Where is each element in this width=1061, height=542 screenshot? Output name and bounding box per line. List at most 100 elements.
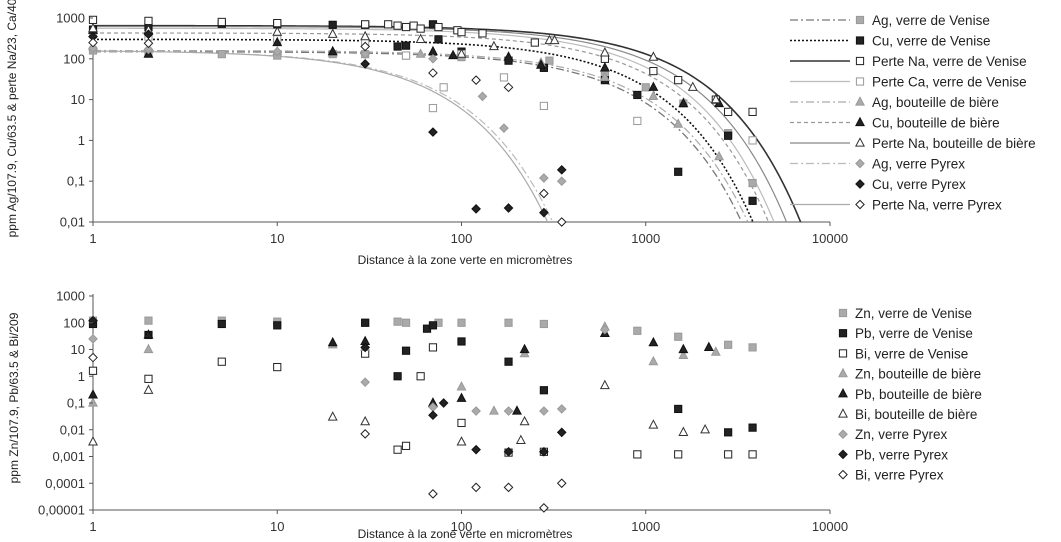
data-point	[748, 178, 757, 188]
data-point	[393, 372, 402, 381]
data-point	[456, 392, 467, 402]
data-point	[143, 38, 154, 49]
data-point	[327, 336, 338, 347]
trend-line	[93, 24, 802, 222]
data-point	[409, 21, 418, 30]
data-point	[504, 318, 513, 327]
y-tick-label: 100	[63, 51, 85, 66]
data-point	[393, 445, 402, 454]
data-point	[401, 441, 411, 450]
data-point	[503, 406, 514, 416]
data-point	[748, 136, 757, 145]
data-point	[648, 419, 659, 429]
data-point	[401, 22, 411, 32]
data-point	[360, 342, 371, 353]
data-point	[456, 436, 467, 446]
data-point	[600, 324, 610, 335]
data-point	[88, 366, 98, 375]
data-point	[144, 316, 153, 325]
data-point	[360, 49, 371, 59]
data-point	[456, 381, 467, 391]
trend-line	[93, 38, 754, 222]
data-point	[471, 444, 481, 455]
y-tick-label: 0,0001	[45, 476, 85, 491]
data-point	[678, 349, 689, 360]
legend-label: Pb, bouteille de bière	[855, 387, 982, 402]
legend-marker	[855, 137, 865, 147]
data-point	[144, 374, 153, 383]
y-tick-label: 0,1	[67, 174, 85, 189]
legend: Ag, verre de Venise Cu, verre de Venise Pe…	[790, 13, 1036, 213]
data-point	[434, 22, 443, 32]
x-tick-label: 10000	[812, 231, 848, 246]
data-point	[143, 343, 154, 354]
y-tick-label: 1	[78, 133, 85, 148]
legend-marker	[855, 158, 865, 169]
data-point	[143, 44, 154, 55]
x-tick-label: 1	[89, 519, 96, 534]
legend-marker	[855, 36, 865, 45]
data-point	[457, 418, 466, 428]
data-point	[511, 405, 522, 415]
legend-marker	[838, 429, 848, 440]
data-point	[88, 334, 98, 344]
legend-label: Ag, verre de Venise	[872, 13, 990, 28]
data-point	[673, 118, 684, 128]
data-point	[545, 56, 554, 65]
data-point	[748, 343, 757, 352]
data-point	[273, 18, 282, 28]
data-point	[674, 167, 683, 176]
data-point	[360, 41, 371, 52]
y-tick-label: 0,01	[60, 215, 85, 230]
data-point	[748, 196, 757, 205]
data-point	[88, 37, 98, 48]
legend-marker	[838, 387, 848, 398]
data-point	[401, 41, 411, 50]
data-point	[503, 82, 514, 93]
data-point	[457, 318, 466, 327]
data-point	[217, 357, 226, 366]
legend-label: Zn, bouteille de bière	[855, 367, 981, 382]
data-point	[471, 482, 481, 493]
trend-line	[93, 25, 788, 222]
data-point	[648, 336, 659, 347]
data-point	[678, 97, 689, 108]
data-point	[530, 38, 539, 47]
data-point	[504, 357, 513, 366]
data-point	[327, 411, 338, 421]
data-point	[143, 329, 154, 339]
data-point	[724, 107, 733, 116]
data-point	[428, 489, 438, 499]
y-tick-label: 1	[78, 369, 85, 384]
data-point	[536, 59, 546, 69]
data-point	[434, 35, 443, 44]
data-point	[503, 203, 514, 213]
legend-label: Cu, verre Pyrex	[872, 177, 966, 192]
legend-label: Ag, bouteille de bière	[872, 95, 999, 110]
data-point	[428, 127, 438, 137]
data-point	[687, 81, 698, 91]
x-tick-label: 100	[451, 519, 473, 534]
data-point	[674, 450, 683, 459]
data-point	[439, 83, 448, 92]
data-point	[361, 20, 370, 29]
data-point	[649, 66, 658, 76]
data-point	[360, 59, 371, 69]
y-tick-label: 0,001	[52, 449, 85, 464]
legend-label: Bi, bouteille de bière	[855, 407, 977, 422]
y-tick-label: 100	[63, 315, 85, 330]
data-point	[477, 91, 488, 102]
data-point	[415, 48, 426, 58]
data-point	[539, 319, 548, 329]
chart-bottom: 1 10 100 1000 10000 0,00001 0,0001 0,001 0,01 0,1…	[7, 289, 982, 542]
data-point	[143, 29, 154, 40]
data-point	[471, 406, 481, 416]
y-tick-label: 10	[71, 92, 85, 107]
y-tick-label: 0,01	[60, 422, 85, 437]
data-point	[714, 150, 725, 161]
data-point	[539, 173, 549, 183]
legend-marker	[838, 449, 848, 460]
data-point	[648, 355, 659, 366]
data-point	[88, 397, 98, 407]
data-point	[678, 426, 689, 436]
